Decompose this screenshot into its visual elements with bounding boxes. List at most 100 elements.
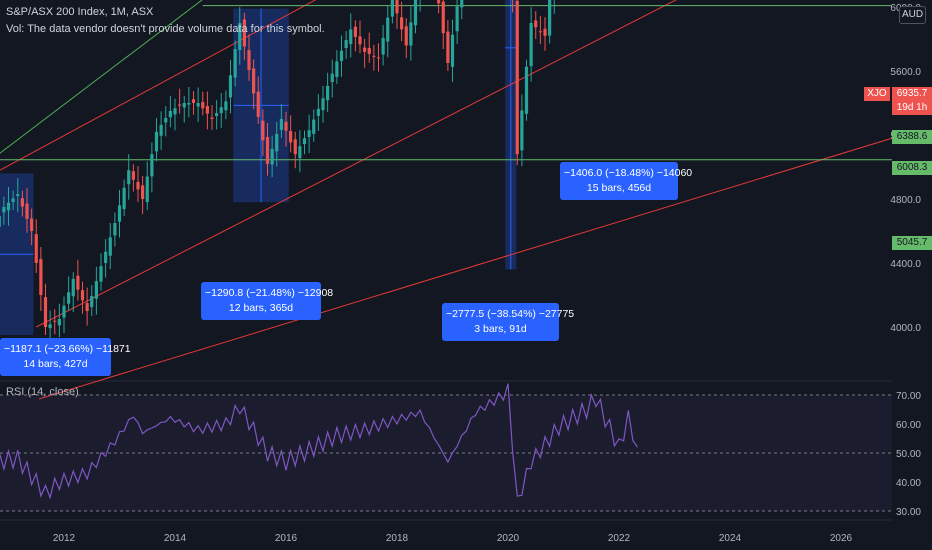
channel-lower-trendline: [36, 0, 677, 328]
candle-body: [39, 259, 43, 295]
countdown-tag: 19d 1h: [892, 101, 932, 115]
candle-body: [529, 23, 533, 67]
candle-body: [53, 320, 57, 322]
candle-body: [182, 103, 186, 108]
candle-body: [168, 111, 172, 118]
measure-label-2015[interactable]: −1290.8 (−21.48%) −12908 12 bars, 365d: [201, 282, 334, 320]
time-tick-label: 2012: [53, 533, 76, 544]
candle-body: [302, 138, 307, 145]
candle-body: [228, 75, 233, 98]
candle-body: [201, 102, 205, 109]
candle-body: [390, 0, 394, 17]
time-tick-label: 2026: [830, 533, 853, 544]
candle-body: [534, 20, 538, 28]
candle-body: [25, 203, 29, 219]
candle-body: [386, 17, 390, 42]
candle-body: [400, 17, 404, 30]
rsi-tick-label: 30.00: [896, 507, 921, 518]
candle-body: [344, 40, 348, 49]
measure-label-2015-line2: 12 bars, 365d: [228, 302, 294, 314]
price-tick-label: 4400.0: [890, 259, 921, 270]
candle-body: [321, 98, 325, 111]
candle-body: [164, 117, 168, 123]
candle-body: [136, 181, 140, 190]
last-price-tag: 6935.7: [892, 87, 932, 101]
candle-body: [159, 124, 163, 136]
measure-label-2011[interactable]: −1187.1 (−23.66%) −11871 14 bars, 427d: [0, 338, 131, 376]
candle-body: [460, 0, 464, 8]
rsi-tick-label: 50.00: [896, 449, 921, 460]
price-tick-label: 4000.0: [890, 323, 921, 334]
candle-body: [279, 119, 283, 130]
candle-body: [187, 103, 191, 105]
candle-body: [108, 237, 112, 256]
candle-body: [409, 22, 413, 46]
candle-body: [178, 104, 182, 106]
candle-body: [57, 319, 61, 326]
level-tag-5045: 5045.7: [892, 236, 932, 250]
candle-body: [307, 130, 311, 138]
candle-body: [252, 68, 256, 94]
candle-body: [67, 292, 71, 304]
currency-button[interactable]: AUD: [899, 6, 926, 24]
candle-body: [455, 6, 459, 32]
candle-body: [233, 49, 237, 78]
candle-body: [99, 266, 103, 282]
chart-title: S&P/ASX 200 Index, 1M, ASX: [6, 6, 154, 18]
candle-body: [437, 0, 441, 4]
candle-body: [131, 171, 135, 180]
last-price-symbol-tag: XJO: [864, 87, 890, 101]
candle-body: [293, 139, 297, 155]
candle-body: [117, 205, 122, 222]
candle-body: [330, 73, 334, 83]
measure-label-2020[interactable]: −2777.5 (−38.54%) −27775 3 bars, 91d: [442, 303, 575, 341]
rsi-tick-label: 60.00: [896, 420, 921, 431]
candle-body: [127, 170, 131, 185]
level-tag-6388: 6388.6: [892, 130, 932, 144]
candle-body: [376, 57, 381, 59]
measure-label-2020-line2: 3 bars, 91d: [474, 323, 527, 335]
measure-label-2011-line2: 14 bars, 427d: [23, 358, 88, 370]
candle-body: [538, 31, 542, 33]
measure-label-2015-line1: −1290.8 (−21.48%) −12908: [205, 287, 334, 299]
measure-label-2022[interactable]: −1406.0 (−18.48%) −14060 15 bars, 456d: [560, 162, 692, 200]
rsi-tick-label: 70.00: [896, 391, 921, 402]
candle-body: [62, 305, 66, 318]
candle-body: [122, 187, 126, 210]
level-tag-6008: 6008.3: [892, 161, 932, 175]
rsi-legend: RSI (14, close): [6, 386, 79, 398]
candle-body: [289, 130, 293, 143]
candle-body: [363, 47, 367, 52]
candle-body: [215, 113, 219, 117]
candle-body: [150, 154, 154, 177]
candle-body: [210, 117, 214, 119]
time-tick-label: 2020: [497, 533, 520, 544]
candle-body: [16, 194, 20, 196]
candle-body: [413, 0, 418, 26]
time-tick-label: 2014: [164, 533, 187, 544]
candle-body: [446, 31, 450, 63]
candle-body: [219, 107, 223, 114]
candle-body: [94, 281, 98, 299]
candle-body: [353, 26, 357, 37]
candle-body: [173, 108, 177, 115]
candle-body: [543, 28, 547, 36]
candle-body: [312, 119, 316, 134]
candle-body: [284, 121, 288, 131]
candle-body: [141, 185, 145, 199]
candle-body: [247, 50, 251, 70]
candle-body: [275, 133, 279, 152]
candle-body: [6, 202, 11, 211]
candle-body: [367, 47, 371, 54]
candle-body: [224, 101, 228, 111]
candle-body: [90, 296, 94, 308]
candle-body: [358, 36, 362, 45]
candle-body: [20, 198, 24, 207]
candle-body: [404, 26, 408, 46]
measure-label-2020-line1: −2777.5 (−38.54%) −27775: [446, 308, 575, 320]
candle-body: [205, 106, 209, 114]
candle-body: [238, 23, 242, 51]
candle-body: [191, 99, 196, 103]
candle-body: [145, 176, 149, 203]
